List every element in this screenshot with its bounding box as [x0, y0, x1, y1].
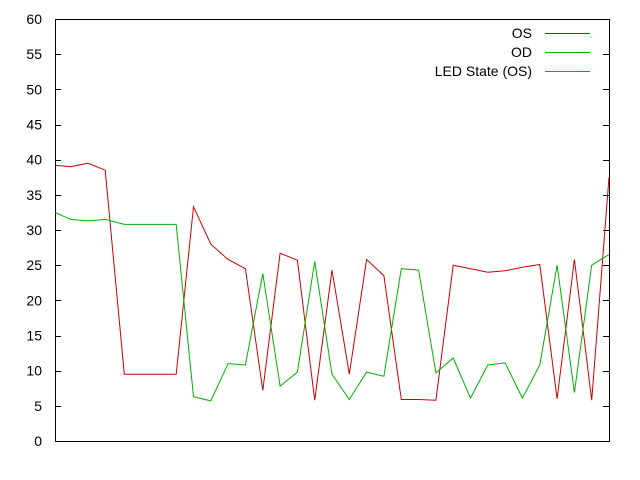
legend-label: OS: [512, 25, 532, 41]
y-tick-label: 50: [26, 81, 42, 97]
y-tick-label: 60: [26, 11, 42, 27]
y-tick-label: 10: [26, 363, 42, 379]
y-axis-ticks: 0 5 10 15 20 25 30 35 40 45 50 55 60: [26, 11, 609, 449]
y-tick-label: 55: [26, 46, 42, 62]
y-tick-label: 45: [26, 117, 42, 133]
series-layer: [54, 162, 610, 402]
legend: OS OD LED State (OS): [435, 25, 590, 79]
legend-label: OD: [511, 44, 532, 60]
y-tick-label: 30: [26, 222, 42, 238]
plot-border: [55, 19, 610, 442]
series-line-od: [54, 211, 610, 402]
plot-frame: [55, 19, 610, 442]
y-tick-label: 40: [26, 152, 42, 168]
y-tick-label: 0: [34, 433, 42, 449]
series-line-os: [54, 162, 610, 401]
y-tick-label: 20: [26, 292, 42, 308]
y-tick-label: 25: [26, 257, 42, 273]
legend-label: LED State (OS): [435, 63, 532, 79]
y-tick-label: 5: [34, 398, 42, 414]
y-tick-label: 15: [26, 328, 42, 344]
y-tick-label: 35: [26, 187, 42, 203]
